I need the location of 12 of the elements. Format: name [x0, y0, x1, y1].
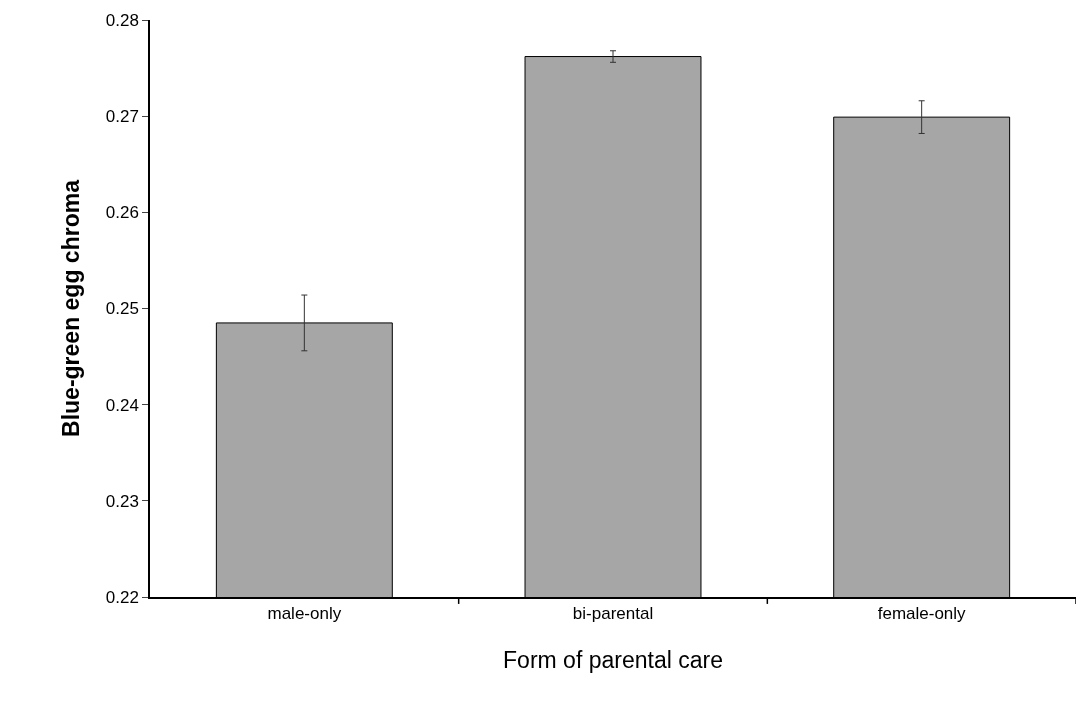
y-tick-label: 0.28	[105, 10, 139, 30]
y-axis-title: Blue-green egg chroma	[57, 179, 84, 437]
y-tick-label: 0.22	[105, 587, 139, 607]
y-tick-label: 0.24	[105, 395, 139, 415]
y-tick-label: 0.25	[105, 299, 139, 319]
y-tick-label: 0.26	[105, 203, 139, 223]
x-tick-label: bi-parental	[572, 604, 654, 624]
x-tick-label: female-only	[877, 604, 967, 624]
x-axis-title: Form of parental care	[503, 647, 723, 674]
x-tick-label: male-only	[267, 604, 342, 624]
y-tick-label: 0.23	[105, 491, 139, 511]
y-tick-label: 0.27	[105, 107, 139, 127]
